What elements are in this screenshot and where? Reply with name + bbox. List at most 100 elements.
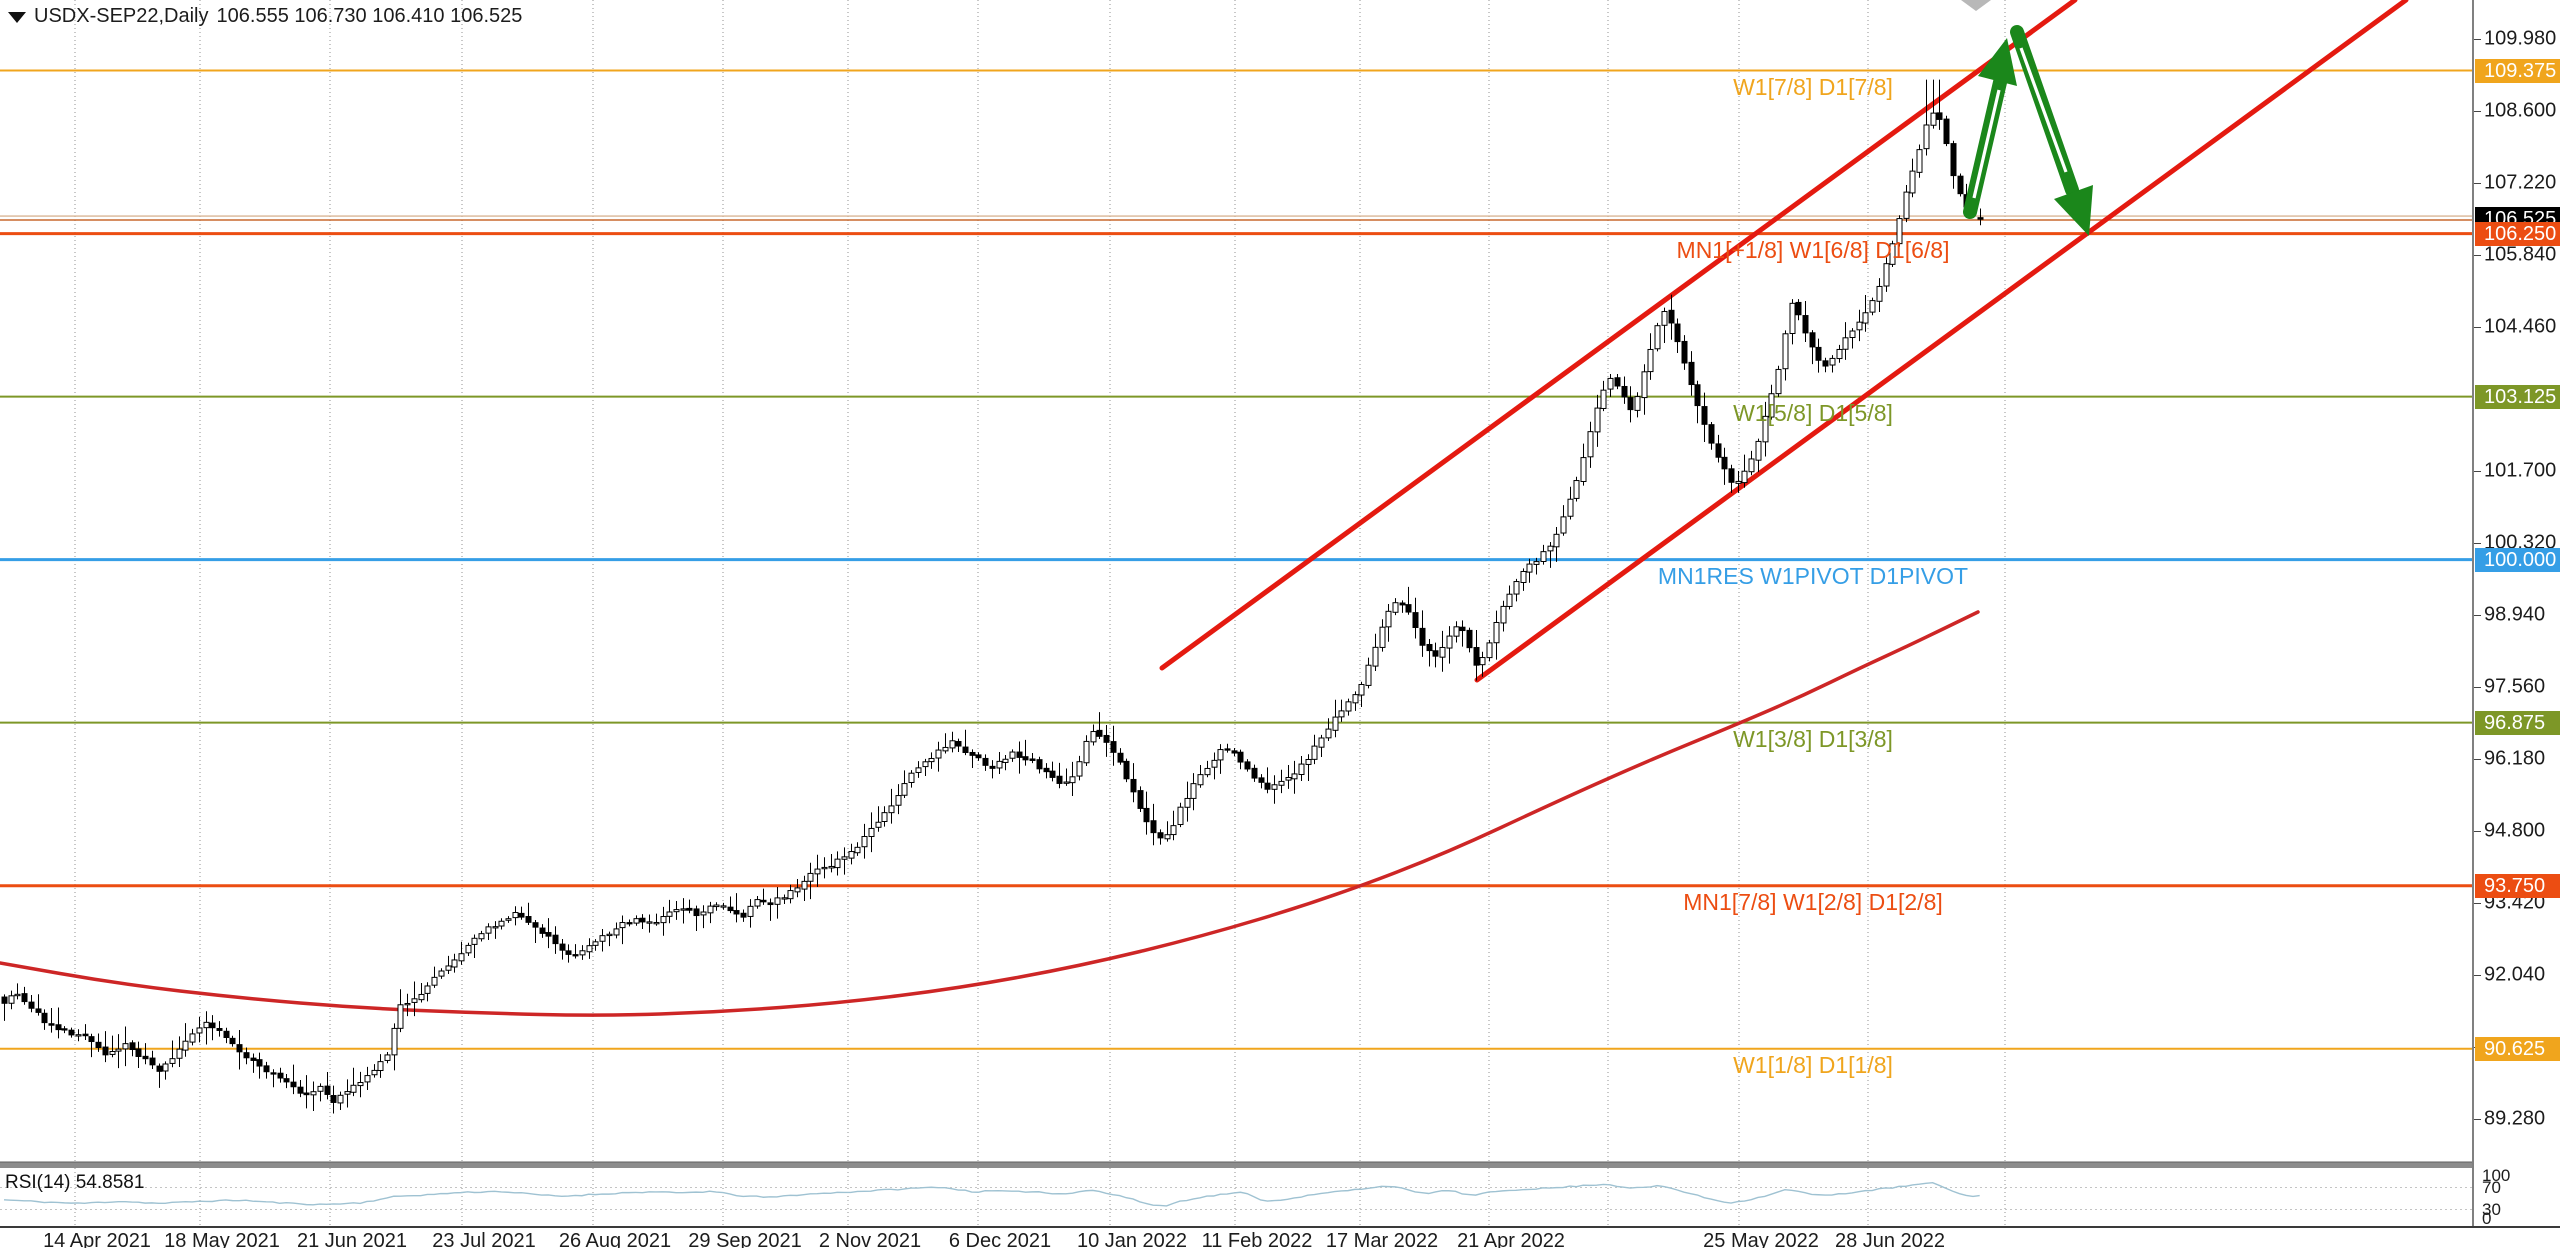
candle-body (881, 812, 888, 822)
price-tick-mark (2474, 974, 2481, 976)
date-tick-label: 6 Dec 2021 (948, 1230, 1052, 1248)
candle-body (189, 1033, 196, 1043)
candle-body (1674, 323, 1681, 343)
candle-body (807, 872, 814, 882)
price-tick-label: 98.940 (2484, 603, 2546, 626)
candle-body (290, 1081, 297, 1088)
candle-body (478, 933, 485, 940)
down-arrow-head[interactable] (2054, 185, 2093, 236)
candle-body (14, 993, 21, 997)
up-arrow-head[interactable] (1978, 38, 2017, 86)
candle-body (1513, 581, 1520, 595)
candle-body (1338, 710, 1345, 718)
candle-body (606, 933, 613, 937)
price-tick-label: 92.040 (2484, 963, 2546, 986)
candle-body (787, 890, 794, 900)
candle-body (949, 740, 956, 749)
candle-body (1217, 749, 1224, 761)
candle-body (445, 965, 452, 971)
candle-body (1446, 635, 1453, 649)
candle-body (1399, 602, 1406, 606)
date-tick-label: 29 Sep 2021 (688, 1230, 802, 1248)
candle-body (619, 922, 626, 929)
candle-body (1647, 348, 1654, 373)
candle-body (48, 1023, 55, 1026)
candle-body (102, 1046, 109, 1056)
symbol-dropdown-icon[interactable] (8, 12, 26, 23)
candle-body (55, 1024, 62, 1031)
candle-body (1721, 456, 1728, 470)
candle-body (471, 937, 478, 945)
candle-body (888, 805, 895, 814)
candle-body (1836, 348, 1843, 360)
candle-body (1694, 384, 1701, 407)
candle-body (781, 897, 788, 900)
price-tick-mark (2474, 686, 2481, 688)
candle-body (633, 918, 640, 924)
candle-body (962, 746, 969, 754)
price-tick-label: 109.980 (2484, 27, 2557, 50)
candle-body (828, 865, 835, 869)
candle-body (1795, 301, 1802, 316)
up-arrow-stripe (1972, 89, 2001, 199)
candle-body (1043, 767, 1050, 773)
candle-body (21, 993, 28, 1003)
candle-body (324, 1085, 331, 1095)
candle-body (720, 905, 727, 908)
candle-body (673, 909, 680, 913)
candle-body (1036, 759, 1043, 770)
candle-body (1412, 612, 1419, 629)
candle-body (653, 921, 660, 925)
chart-area[interactable]: W1[7/8] D1[7/8] MN1[+1/8] W1[6/8] D1[6/8]… (0, 0, 2472, 1226)
candle-body (1352, 694, 1359, 704)
candle-body (1627, 397, 1634, 411)
candle-body (1762, 415, 1769, 443)
candle-body (1083, 740, 1090, 764)
candle-body (451, 959, 458, 968)
candle-body (700, 911, 707, 916)
candle-body (1641, 371, 1648, 399)
candle-body (404, 1002, 411, 1006)
candle-body (1426, 643, 1433, 652)
candle-body (485, 926, 492, 934)
candle-body (868, 827, 875, 838)
price-tick-mark (2474, 758, 2481, 760)
candle-body (28, 1001, 35, 1009)
time-axis[interactable]: 14 Apr 2021 18 May 2021 21 Jun 2021 23 Jul … (0, 1226, 2560, 1248)
price-axis[interactable]: 109.980 108.600 107.220 105.840 104.460 101.7… (2472, 0, 2560, 1226)
candle-body (243, 1052, 250, 1059)
candle-body (418, 993, 425, 1001)
candle-body (586, 945, 593, 953)
candle-body (1325, 728, 1332, 739)
candle-body (1211, 759, 1218, 768)
candle-body (337, 1094, 344, 1104)
candle-body (1224, 748, 1231, 751)
upper-channel-line[interactable] (1159, 0, 2078, 671)
candle-body (505, 918, 512, 921)
candle-body (841, 856, 848, 860)
price-tick-mark (2474, 902, 2481, 904)
candle-body (1533, 561, 1540, 565)
candle-body (834, 858, 841, 869)
candle-body (135, 1048, 142, 1057)
candle-body (1029, 758, 1036, 761)
candle-body (115, 1048, 122, 1052)
lower-channel-line[interactable] (1474, 0, 2409, 683)
candle-body (1889, 243, 1896, 265)
candle-body (975, 754, 982, 759)
candle-body (364, 1075, 371, 1083)
price-tick-label: 108.600 (2484, 99, 2557, 122)
candle-body (1493, 621, 1500, 644)
candle-body (330, 1095, 337, 1103)
candle-body (1204, 767, 1211, 776)
candle-body (1150, 820, 1157, 834)
candle-body (821, 866, 828, 870)
candle-body (68, 1029, 75, 1036)
candle-body (565, 950, 572, 955)
chart-canvas[interactable] (0, 0, 2472, 1226)
price-tick-label: 97.560 (2484, 675, 2546, 698)
ohlc-values: 106.555 106.730 106.410 106.525 (216, 5, 523, 27)
candle-body (613, 928, 620, 936)
candle-body (431, 976, 438, 986)
